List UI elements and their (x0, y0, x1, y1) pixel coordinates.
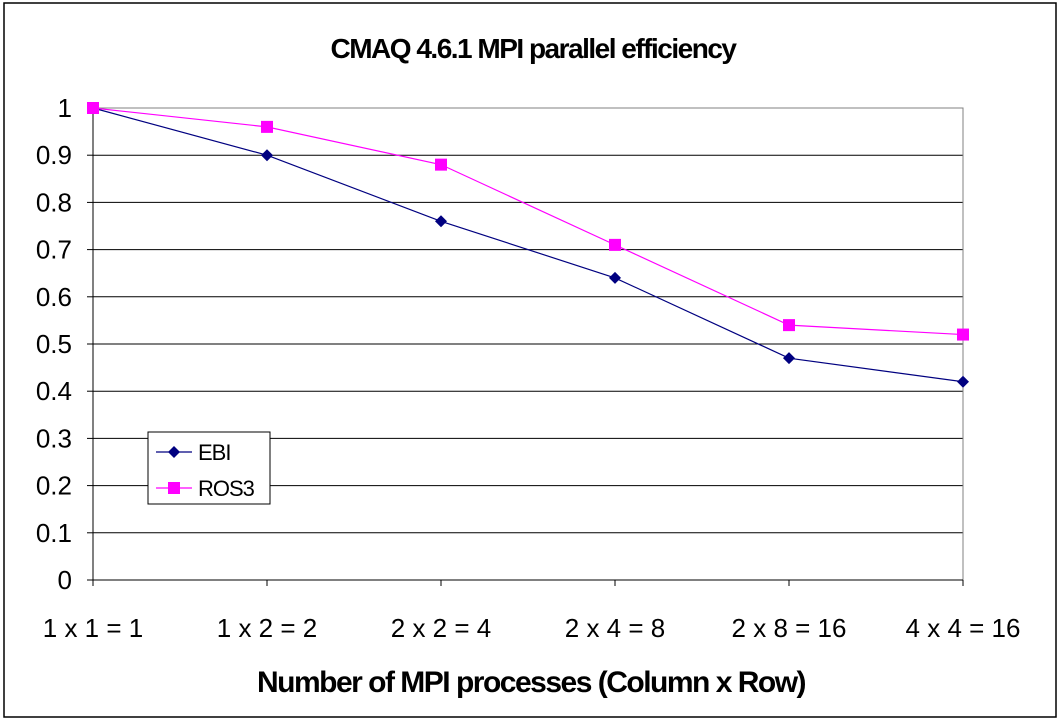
data-point (783, 319, 795, 332)
legend-label: ROS3 (198, 476, 255, 501)
data-point (261, 120, 273, 133)
chart-border (3, 2, 1057, 718)
y-tick-label: 0.4 (36, 376, 72, 406)
x-tick-label: 2 x 8 = 16 (732, 613, 847, 643)
legend-marker (168, 446, 180, 458)
y-tick-label: 0.9 (36, 140, 72, 170)
data-point (609, 238, 621, 251)
series-ebi (87, 102, 969, 388)
series-ros3 (87, 102, 969, 341)
data-point (783, 352, 795, 365)
data-point (261, 149, 273, 162)
chart-title: CMAQ 4.6.1 MPI parallel efficiency (331, 33, 738, 64)
data-point (957, 328, 969, 341)
y-tick-label: 1 (58, 93, 72, 123)
legend-marker (168, 482, 180, 494)
legend-label: EBI (198, 440, 230, 465)
y-ticks: 0 0.1 0.2 0.3 0.4 0.5 0.6 0.7 0.8 0.9 1 (36, 93, 93, 595)
y-tick-label: 0.1 (36, 518, 72, 548)
series-line (92, 107, 964, 383)
data-point (957, 375, 969, 388)
data-point (435, 215, 447, 228)
series (87, 102, 969, 388)
y-tick-label: 0.5 (36, 329, 72, 359)
y-tick-label: 0 (58, 565, 72, 595)
y-tick-label: 0.8 (36, 187, 72, 217)
y-tick-label: 0.3 (36, 423, 72, 453)
x-tick-label: 2 x 4 = 8 (565, 613, 665, 643)
data-point (435, 158, 447, 171)
x-ticks: 1 x 1 = 1 1 x 2 = 2 2 x 2 = 4 2 x 4 = 8 2 x … (43, 580, 1021, 643)
y-tick-label: 0.7 (36, 235, 72, 265)
x-tick-label: 2 x 2 = 4 (391, 613, 491, 643)
x-tick-label: 1 x 2 = 2 (217, 613, 317, 643)
data-point (609, 271, 621, 284)
series-line (92, 107, 964, 336)
legend: EBI ROS3 (147, 431, 271, 505)
x-tick-label: 4 x 4 = 16 (906, 613, 1021, 643)
y-tick-label: 0.2 (36, 471, 72, 501)
data-point (87, 102, 99, 114)
x-axis-label: Number of MPI processes (Column x Row) (257, 666, 806, 699)
y-tick-label: 0.6 (36, 282, 72, 312)
x-tick-label: 1 x 1 = 1 (43, 613, 143, 643)
